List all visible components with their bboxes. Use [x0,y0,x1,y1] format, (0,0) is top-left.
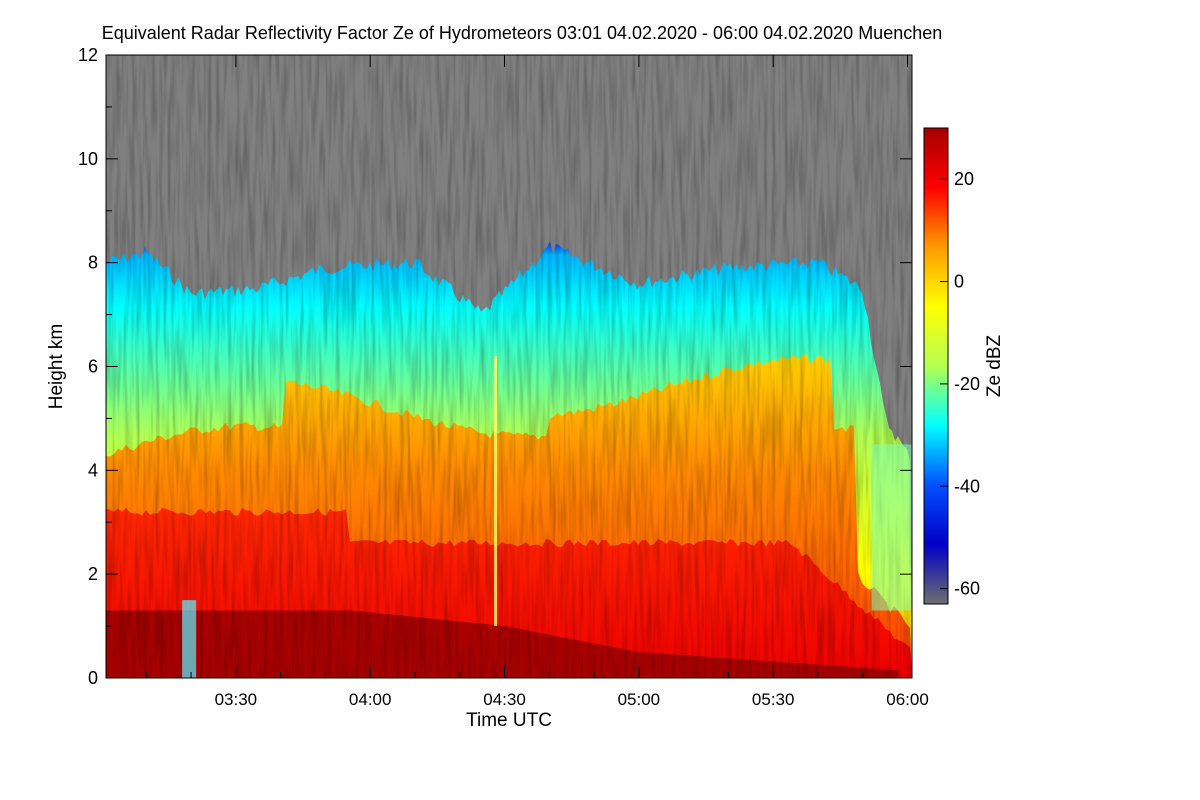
x-tick-label: 05:00 [618,690,661,709]
colorbar-gradient [923,127,949,605]
plot-details [182,356,912,678]
x-tick-label: 04:30 [483,690,526,709]
y-axis: 0 2 4 6 8 10 12 [78,45,912,688]
y-tick-label: 6 [88,357,98,377]
y-tick-label: 0 [88,668,98,688]
y-tick-label: 10 [78,149,98,169]
x-tick-label: 06:00 [886,690,929,709]
clutter-band [182,600,197,678]
y-tick-label: 2 [88,564,98,584]
y-tick-label: 4 [88,460,98,480]
colorbar: 20 0 -20 -40 -60 [923,127,980,605]
colorbar-tick-label: -60 [954,579,980,599]
colorbar-tick-label: 20 [954,169,974,189]
edge-region [871,444,912,611]
colorbar-tick-label: -20 [954,374,980,394]
y-tick-label: 12 [78,45,98,65]
y-axis-label: Height km [46,324,67,410]
y-tick-label: 8 [88,253,98,273]
colorbar-tick-label: -40 [954,476,980,496]
x-axis-label: Time UTC [466,710,552,731]
streak-texture [106,55,912,678]
fall-streak [494,356,498,627]
plot-area [106,55,912,678]
x-tick-label: 04:00 [349,690,392,709]
colorbar-ticks: 20 0 -20 -40 -60 [940,169,980,599]
x-tick-label: 03:30 [215,690,258,709]
x-tick-label: 05:30 [752,690,795,709]
chart-title: Equivalent Radar Reflectivity Factor Ze … [102,23,943,43]
colorbar-tick-label: 0 [954,272,964,292]
x-axis: 03:30 04:00 04:30 05:00 05:30 06:00 [145,55,929,709]
colorbar-label: Ze dBZ [984,334,1005,397]
